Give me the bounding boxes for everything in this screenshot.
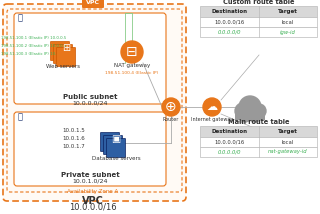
Text: Internet gateway: Internet gateway [191, 116, 233, 122]
Text: ☁: ☁ [206, 102, 218, 112]
Text: 198.51.100.4 (Elastic IP): 198.51.100.4 (Elastic IP) [105, 71, 159, 75]
Text: Public subnet: Public subnet [63, 94, 117, 100]
Text: 198.51.100.1 (Elastic IP) 10.0.0.5: 198.51.100.1 (Elastic IP) 10.0.0.5 [1, 36, 66, 40]
Text: 10.0.0.0/16: 10.0.0.0/16 [214, 19, 244, 24]
Text: Custom route table: Custom route table [223, 0, 294, 5]
Circle shape [235, 103, 251, 119]
Text: 10.0.0.0/16: 10.0.0.0/16 [69, 202, 117, 211]
Text: Private subnet: Private subnet [60, 172, 119, 178]
Text: Destination: Destination [211, 129, 247, 134]
Text: 10.0.1.0/24: 10.0.1.0/24 [72, 178, 108, 183]
FancyBboxPatch shape [100, 132, 119, 152]
Text: 198.51.100.2 (Elastic IP) 10.0.0.6: 198.51.100.2 (Elastic IP) 10.0.0.6 [1, 44, 66, 48]
Text: Main route table: Main route table [228, 119, 289, 125]
FancyBboxPatch shape [200, 6, 317, 17]
Text: 🔒: 🔒 [18, 113, 22, 122]
Circle shape [239, 96, 261, 118]
Text: nat-gateway-id: nat-gateway-id [268, 150, 308, 155]
Text: VPC: VPC [82, 196, 104, 206]
Circle shape [249, 110, 261, 122]
Text: 10.0.0.0/16: 10.0.0.0/16 [214, 140, 244, 144]
Text: ⊟: ⊟ [126, 45, 138, 59]
Text: NAT gateway: NAT gateway [114, 64, 150, 68]
Circle shape [162, 98, 180, 116]
Text: 0.0.0.0/0: 0.0.0.0/0 [218, 30, 241, 34]
FancyBboxPatch shape [53, 45, 73, 64]
Text: Destination: Destination [211, 9, 247, 14]
FancyBboxPatch shape [14, 112, 166, 186]
Text: Database servers: Database servers [92, 156, 140, 160]
Text: local: local [282, 140, 294, 144]
Text: 10.0.0.0/24: 10.0.0.0/24 [72, 101, 108, 106]
Text: ⊞: ⊞ [62, 43, 70, 53]
FancyBboxPatch shape [103, 135, 123, 155]
FancyBboxPatch shape [3, 4, 186, 201]
Text: 10.0.1.6: 10.0.1.6 [62, 135, 85, 141]
Text: VPC: VPC [86, 0, 100, 4]
FancyBboxPatch shape [200, 126, 317, 137]
Circle shape [121, 41, 143, 63]
Circle shape [203, 98, 221, 116]
Text: ⊕: ⊕ [165, 100, 177, 114]
FancyBboxPatch shape [51, 42, 69, 61]
Text: 0.0.0.0/0: 0.0.0.0/0 [218, 150, 241, 155]
FancyBboxPatch shape [200, 137, 317, 147]
FancyBboxPatch shape [57, 48, 76, 67]
Text: local: local [282, 19, 294, 24]
Text: Availability Zone A: Availability Zone A [68, 190, 119, 195]
FancyBboxPatch shape [235, 111, 265, 120]
Text: igw-id: igw-id [280, 30, 296, 34]
FancyBboxPatch shape [107, 138, 125, 158]
Text: ▣: ▣ [111, 134, 121, 144]
Circle shape [252, 104, 266, 118]
Text: 🔒: 🔒 [18, 13, 22, 22]
Circle shape [239, 110, 251, 122]
FancyBboxPatch shape [200, 17, 317, 27]
Text: Router: Router [163, 116, 179, 122]
FancyBboxPatch shape [14, 13, 166, 104]
FancyBboxPatch shape [82, 0, 104, 8]
Text: Target: Target [278, 129, 298, 134]
FancyBboxPatch shape [200, 147, 317, 157]
Text: 198.51.100.3 (Elastic IP) 10.0.0.7: 198.51.100.3 (Elastic IP) 10.0.0.7 [1, 52, 66, 56]
FancyBboxPatch shape [200, 27, 317, 37]
Text: 10.0.1.5: 10.0.1.5 [62, 128, 85, 132]
Text: Target: Target [278, 9, 298, 14]
Text: Web servers: Web servers [46, 64, 80, 68]
Text: 10.0.1.7: 10.0.1.7 [62, 144, 85, 149]
